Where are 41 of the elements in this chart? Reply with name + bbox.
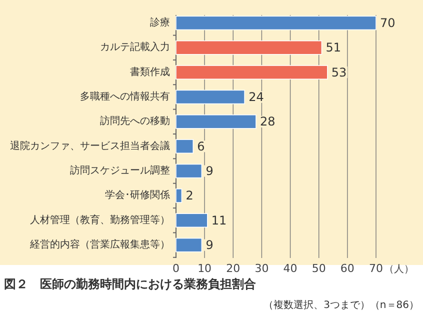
bar: [176, 65, 328, 80]
y-tick-label: 退院カンファ、サービス担当者会議: [10, 140, 170, 152]
data-label: 6: [197, 139, 205, 154]
y-tick-label: 書類作成: [130, 66, 170, 78]
bar: [176, 40, 322, 55]
data-label: 28: [260, 114, 276, 129]
x-tick-label: 20: [226, 262, 240, 275]
y-tick-label: 多職種への情報共有: [80, 90, 170, 102]
x-tick-label: 70: [369, 262, 383, 275]
y-tick-label: 学会･研修関係: [105, 189, 170, 202]
x-tick-label: 0: [172, 262, 180, 275]
x-tick-label: 10: [198, 262, 212, 275]
x-tick-label: 60: [340, 262, 354, 275]
bar: [176, 238, 202, 252]
text: （複数選択、3つまで）（n＝86）: [264, 299, 419, 311]
text: 図２ 医師の勤務時間内における業務負担割合: [4, 277, 257, 291]
bar: [176, 213, 208, 228]
bar: [176, 16, 376, 30]
bar: [176, 188, 182, 203]
data-label: 11: [211, 213, 227, 228]
data-label: 70: [380, 16, 396, 30]
y-tick-label: 訪問スケジュール調整: [70, 164, 170, 177]
data-label: 51: [326, 40, 341, 55]
x-axis-title: （人）: [384, 264, 414, 275]
bar: [176, 90, 245, 104]
data-label: 9: [206, 164, 214, 178]
data-label: 2: [186, 188, 194, 203]
bar: [176, 139, 194, 154]
data-label: 9: [206, 238, 214, 252]
bar: [176, 164, 202, 178]
x-tick-label: 40: [283, 262, 298, 275]
x-tick-label: 50: [312, 262, 326, 275]
data-label: 53: [331, 65, 347, 80]
y-tick-label: カルテ記載入力: [100, 41, 170, 54]
y-tick-label: 人材管理（教育、勤務管理等）: [30, 214, 170, 226]
y-tick-label: 診療: [150, 16, 170, 28]
y-tick-label: 経営的内容（営業広報集患等）: [29, 238, 170, 251]
x-tick-label: 30: [254, 262, 269, 275]
y-tick-label: 訪問先への移動: [100, 115, 170, 128]
data-label: 24: [248, 90, 264, 104]
bar: [176, 114, 256, 129]
